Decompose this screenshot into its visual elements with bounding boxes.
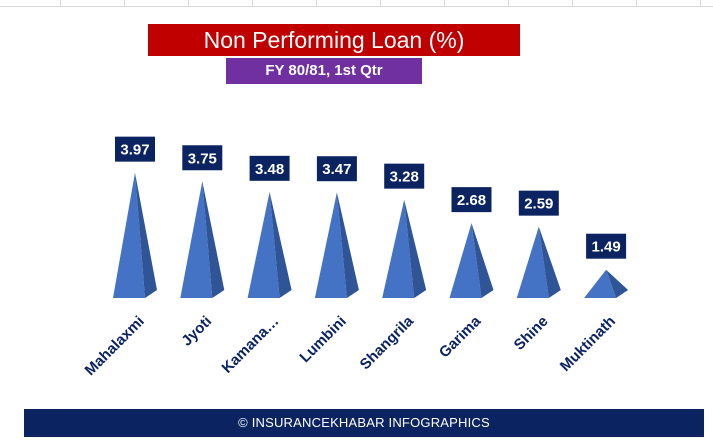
data-label: 2.68	[457, 192, 486, 209]
category-label: Shine	[511, 313, 552, 354]
pyramid-bar-front	[516, 226, 549, 298]
data-label-box	[518, 190, 559, 216]
pyramid-bar-group: 3.97 Mahalaxmi	[82, 136, 157, 379]
data-label-box	[316, 156, 357, 182]
category-label: Jyoti	[178, 313, 215, 350]
data-label: 2.59	[524, 196, 553, 213]
footer-credit: © INSURANCEKHABAR INFOGRAPHICS	[24, 409, 704, 437]
pyramid-bar-group: 2.68 Garima	[436, 187, 494, 361]
pyramid-bar-side	[202, 181, 225, 298]
pyramid-bar-front	[449, 223, 482, 298]
spreadsheet-gridline	[0, 0, 713, 7]
pyramid-bar-side	[404, 199, 427, 298]
pyramid-bar-front	[382, 199, 415, 298]
data-label: 3.47	[322, 161, 351, 178]
category-label: Kamana…	[219, 313, 283, 377]
pyramid-bar-front	[180, 181, 213, 298]
data-label-box	[384, 163, 425, 189]
category-label: Shangrila	[357, 312, 418, 373]
data-label-box	[182, 145, 223, 171]
pyramid-bar-front	[314, 192, 347, 298]
data-label: 3.48	[255, 161, 284, 178]
category-label: Garima	[436, 312, 485, 361]
pyramid-bar-group: 3.75 Jyoti	[178, 145, 225, 350]
data-label: 3.97	[120, 142, 149, 159]
chart-subtitle: FY 80/81, 1st Qtr	[226, 58, 422, 84]
pyramid-bar-group: 1.49 Muktinath	[557, 233, 629, 375]
data-label: 3.75	[188, 150, 217, 167]
data-label: 3.28	[390, 169, 419, 186]
pyramid-bar-group: 3.47 Lumbini	[296, 156, 359, 366]
pyramid-bar-side	[471, 223, 494, 298]
pyramid-bar-front	[113, 172, 145, 298]
pyramid-bar-front	[584, 269, 617, 298]
pyramid-bar-front	[247, 191, 280, 298]
chart-title: Non Performing Loan (%)	[148, 24, 520, 56]
data-label-box	[115, 136, 155, 162]
category-label: Lumbini	[296, 313, 349, 366]
data-label: 1.49	[591, 239, 620, 256]
data-label-box	[249, 155, 290, 181]
pyramid-bar-group: 3.28 Shangrila	[357, 163, 427, 373]
pyramid-bar-side	[336, 192, 359, 298]
data-label-box	[586, 233, 627, 259]
pyramid-bar-group: 2.59 Shine	[511, 190, 561, 354]
pyramid-bar-side	[606, 269, 629, 298]
pyramid-bar-side	[269, 191, 292, 298]
category-label: Muktinath	[557, 313, 619, 375]
pyramid-bar-side	[135, 172, 157, 298]
pyramid-bar-group: 3.48 Kamana…	[219, 155, 292, 377]
pyramid-bar-side	[538, 226, 561, 298]
category-label: Mahalaxmi	[82, 313, 148, 379]
data-label-box	[451, 187, 492, 213]
